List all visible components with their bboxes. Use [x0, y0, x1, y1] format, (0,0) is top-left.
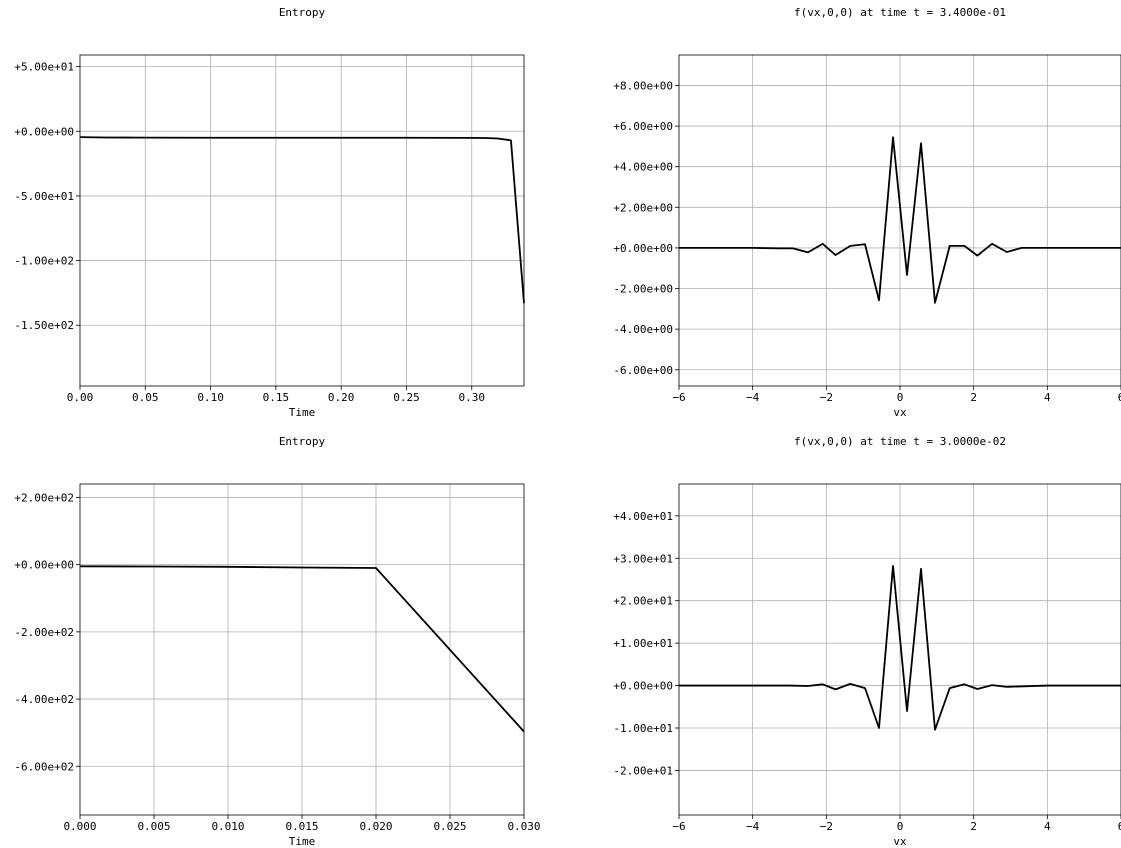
x-tick-label: −4: [746, 391, 760, 404]
y-tick-label: -6.00e+00: [613, 364, 673, 377]
x-tick-label: 0.10: [197, 391, 224, 404]
chart-panel-4: −6 −4 −2 0 2 4 6 +4.00e+01 +3.00e+01 +2.00e+01 +1.…: [613, 435, 1121, 848]
plot-frame: [678, 54, 1121, 387]
y-tick-label: +2.00e+02: [14, 491, 74, 504]
y-tick-label: +6.00e+00: [613, 120, 673, 133]
x-tick-label: 0.010: [211, 820, 244, 833]
chart-title: f(vx,0,0) at time t = 3.4000e-01: [794, 6, 1006, 19]
y-tick-label: +4.00e+01: [613, 510, 673, 523]
y-tick-label: +0.00e+00: [613, 242, 673, 255]
x-tick-label: 0.25: [393, 391, 420, 404]
x-axis-label: Time: [289, 835, 316, 848]
x-tick-label: 0.30: [459, 391, 486, 404]
x-tick-label: 0.020: [359, 820, 392, 833]
x-tick-label: 0.025: [433, 820, 466, 833]
y-tick-label: +0.00e+00: [14, 559, 74, 572]
plot-frame: [678, 483, 1121, 816]
y-tick-label: -1.00e+02: [14, 255, 74, 268]
x-tick-label: 0: [897, 820, 904, 833]
x-tick-label: −2: [820, 391, 833, 404]
x-tick-label: 0.000: [63, 820, 96, 833]
x-tick-label: 2: [970, 391, 977, 404]
series-line: [79, 136, 525, 304]
x-tick-label: −4: [746, 820, 760, 833]
y-tick-label: -1.00e+01: [613, 722, 673, 735]
y-tick-label: -6.00e+02: [14, 760, 74, 773]
y-tick-label: +0.00e+00: [14, 125, 74, 138]
chart-title: f(vx,0,0) at time t = 3.0000e-02: [794, 435, 1006, 448]
series-line: [679, 136, 1121, 304]
chart-panel-2: −6 −4 −2 0 2 4 6 +8.00e+00 +6.00e+00 +4.00e+00 +2.…: [613, 6, 1121, 419]
x-tick-label: 4: [1044, 391, 1051, 404]
y-tick-label: -1.50e+02: [14, 319, 74, 332]
plot-frame: [79, 483, 525, 816]
chart-title: Entropy: [279, 6, 326, 19]
chart-panel-1: 0.00 0.05 0.10 0.15 0.20 0.25 0.30 +5.00e+01 +0.…: [14, 6, 525, 419]
x-tick-label: 2: [970, 820, 977, 833]
x-axis-label: vx: [893, 406, 907, 419]
series-line: [679, 565, 1121, 731]
y-tick-label: -2.00e+02: [14, 626, 74, 639]
x-axis-label: vx: [893, 835, 907, 848]
x-tick-label: 6: [1118, 391, 1121, 404]
x-tick-label: 0.20: [328, 391, 355, 404]
x-tick-label: 0.05: [132, 391, 159, 404]
plot-frame: [79, 54, 525, 387]
y-tick-label: +2.00e+01: [613, 595, 673, 608]
y-tick-label: +0.00e+00: [613, 680, 673, 693]
y-tick-label: -5.00e+01: [14, 190, 74, 203]
x-tick-label: −2: [820, 820, 833, 833]
y-tick-label: +5.00e+01: [14, 61, 74, 74]
chart-title: Entropy: [279, 435, 326, 448]
x-tick-label: 0.015: [285, 820, 318, 833]
x-tick-label: 0.00: [67, 391, 94, 404]
x-tick-label: 0.030: [507, 820, 540, 833]
series-line: [79, 565, 525, 733]
y-tick-label: -2.00e+00: [613, 283, 673, 296]
y-tick-label: -4.00e+00: [613, 323, 673, 336]
chart-panel-3: 0.000 0.005 0.010 0.015 0.020 0.025 0.030 +2.00…: [14, 435, 540, 848]
y-tick-label: +1.00e+01: [613, 637, 673, 650]
x-tick-label: 6: [1118, 820, 1121, 833]
y-tick-label: -4.00e+02: [14, 693, 74, 706]
x-tick-label: 0.005: [137, 820, 170, 833]
x-axis-label: Time: [289, 406, 316, 419]
y-tick-label: +3.00e+01: [613, 552, 673, 565]
x-tick-label: 0: [897, 391, 904, 404]
x-tick-label: −6: [672, 391, 685, 404]
y-tick-label: -2.00e+01: [613, 764, 673, 777]
x-tick-label: 0.15: [263, 391, 290, 404]
y-tick-label: +4.00e+00: [613, 161, 673, 174]
y-tick-label: +2.00e+00: [613, 201, 673, 214]
y-tick-label: +8.00e+00: [613, 79, 673, 92]
x-tick-label: 4: [1044, 820, 1051, 833]
x-tick-label: −6: [672, 820, 685, 833]
